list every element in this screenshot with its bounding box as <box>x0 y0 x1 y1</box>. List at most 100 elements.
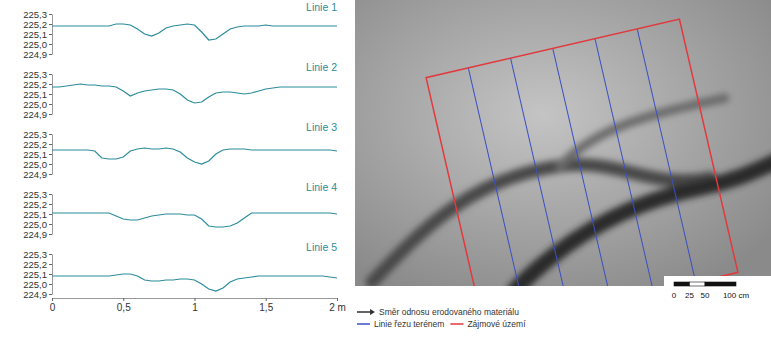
y-axis: 224,9225,0225,1225,2225,3 <box>23 129 52 180</box>
profile-line <box>52 84 337 103</box>
y-tick-label: 225,3 <box>23 129 47 140</box>
legend-arrow <box>357 311 370 313</box>
x-tick: 1 <box>192 298 198 313</box>
section-line <box>553 48 611 286</box>
area-frame <box>426 19 738 286</box>
y-tick-mark <box>49 254 52 255</box>
y-tick-mark <box>49 84 52 85</box>
y-tick-mark <box>49 234 52 235</box>
rills <box>372 98 771 286</box>
y-tick-mark <box>49 74 52 75</box>
profile-panel: 224,9225,0225,1225,2225,3 Linie 4 <box>23 181 337 240</box>
scale-segment <box>705 282 736 286</box>
y-tick-mark <box>49 34 52 35</box>
profile-panel: 224,9225,0225,1225,2225,300,511,52 mLini… <box>23 241 346 313</box>
y-tick-label: 225,1 <box>23 29 47 40</box>
scale-segment <box>674 282 690 286</box>
x-tick-mark <box>337 298 338 301</box>
y-tick-mark <box>49 224 52 225</box>
profile-panel: 224,9225,0225,1225,2225,3 Linie 3 <box>23 121 337 180</box>
y-tick: 225,1 <box>23 209 52 220</box>
panel-title: Linie 4 <box>306 181 337 193</box>
x-tick-label: 0 <box>50 302 56 313</box>
panel-title: Linie 2 <box>306 61 337 73</box>
y-axis-line <box>52 75 53 115</box>
y-tick: 225,3 <box>23 249 52 260</box>
y-tick-label: 225,3 <box>23 9 47 20</box>
y-tick-mark <box>49 154 52 155</box>
y-tick: 225,3 <box>23 129 52 140</box>
y-tick-mark <box>49 204 52 205</box>
y-tick-mark <box>49 44 52 45</box>
y-tick-label: 225,0 <box>23 39 47 50</box>
x-tick: 1,5 <box>259 298 273 313</box>
y-tick-mark <box>49 144 52 145</box>
y-tick: 225,0 <box>23 219 52 230</box>
x-tick-label: 2 m <box>329 302 346 313</box>
x-axis: 0 0,5 1 1,5 2 m <box>50 298 346 313</box>
y-tick-label: 224,9 <box>23 229 47 240</box>
profile-line <box>52 148 337 164</box>
profile-panel: 224,9225,0225,1225,2225,3 Linie 1 <box>23 1 337 60</box>
y-tick: 225,3 <box>23 9 52 20</box>
panel-title: Linie 3 <box>306 121 337 133</box>
y-tick: 225,2 <box>23 259 52 270</box>
profile-line <box>52 24 337 40</box>
rill <box>515 160 771 286</box>
y-tick: 225,2 <box>23 79 52 90</box>
legend-swatch <box>450 323 463 325</box>
y-tick-mark <box>49 174 52 175</box>
y-tick-label: 225,1 <box>23 89 47 100</box>
legend-label: Zájmové území <box>467 319 526 329</box>
y-axis-line <box>52 255 53 295</box>
y-tick: 225,0 <box>23 279 52 290</box>
scale-label: 100 cm <box>723 291 750 300</box>
x-tick: 2 m <box>329 298 346 313</box>
x-tick-label: 0,5 <box>117 302 131 313</box>
x-tick-mark <box>195 298 196 301</box>
y-tick-label: 225,2 <box>23 19 47 30</box>
y-tick-mark <box>49 274 52 275</box>
profile-line <box>52 274 337 291</box>
profile-panel: 224,9225,0225,1225,2225,3Linie 2 <box>23 61 337 120</box>
y-tick-mark <box>49 264 52 265</box>
x-tick-mark <box>123 298 124 301</box>
y-tick-label: 225,1 <box>23 149 47 160</box>
x-tick-mark <box>266 298 267 301</box>
section-line <box>511 58 569 286</box>
y-tick: 225,0 <box>23 159 52 170</box>
y-tick: 225,2 <box>23 19 52 30</box>
y-tick-label: 225,1 <box>23 209 47 220</box>
y-axis: 224,9225,0225,1225,2225,3 <box>23 9 52 60</box>
y-tick-mark <box>49 194 52 195</box>
y-tick-label: 225,3 <box>23 189 47 200</box>
y-tick-mark <box>49 284 52 285</box>
y-tick: 224,9 <box>23 229 52 240</box>
y-tick-mark <box>49 134 52 135</box>
x-tick-label: 1,5 <box>259 302 273 313</box>
legend-arrow-head <box>370 309 375 315</box>
y-tick-mark <box>49 104 52 105</box>
area-of-interest <box>426 19 738 286</box>
y-tick: 225,1 <box>23 89 52 100</box>
figure: 224,9225,0225,1225,2225,3Linie 1224,9225… <box>0 0 771 340</box>
y-tick: 225,0 <box>23 99 52 110</box>
y-tick-mark <box>49 114 52 115</box>
y-tick: 225,3 <box>23 69 52 80</box>
y-tick-mark <box>49 294 52 295</box>
y-tick-label: 224,9 <box>23 169 47 180</box>
scale-bar: 02550100 cm <box>664 276 771 306</box>
plot-area <box>52 24 337 40</box>
y-tick-label: 225,2 <box>23 199 47 210</box>
y-tick-label: 225,0 <box>23 219 47 230</box>
y-tick-label: 224,9 <box>23 289 47 300</box>
plot-area <box>52 213 337 227</box>
y-axis-line <box>52 195 53 235</box>
profile-line <box>52 213 337 227</box>
y-tick: 225,2 <box>23 199 52 210</box>
y-tick: 224,9 <box>23 289 52 300</box>
panel-title: Linie 1 <box>306 1 337 13</box>
section-line <box>468 68 526 286</box>
plot-area <box>52 148 337 164</box>
y-tick-label: 225,3 <box>23 249 47 260</box>
